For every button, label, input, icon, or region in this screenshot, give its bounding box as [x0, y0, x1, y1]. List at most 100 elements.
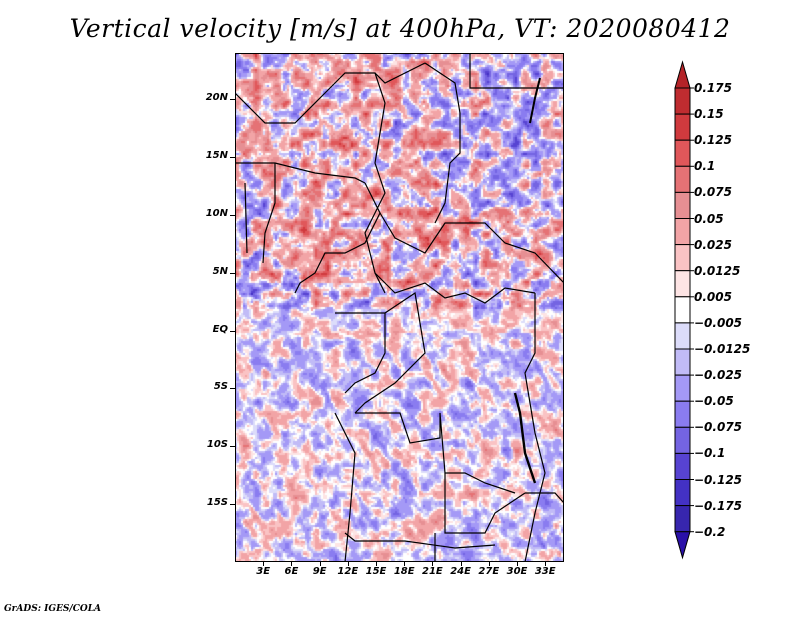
- lon-tick: [404, 562, 406, 566]
- lon-tick-label: 33E: [534, 566, 556, 577]
- colorbar-label: 0.175: [694, 81, 732, 95]
- lat-tick: [230, 330, 235, 332]
- colorbar-swatch: [674, 452, 691, 480]
- lon-tick-label: 6E: [284, 566, 299, 577]
- lon-tick: [432, 562, 434, 566]
- lon-tick: [376, 562, 377, 566]
- colorbar-swatch: [674, 479, 691, 507]
- grads-credit: GrADS: IGES/COLA: [4, 604, 102, 614]
- lon-tick: [517, 562, 518, 566]
- lat-tick: [230, 504, 235, 506]
- colorbar-top-arrow: [674, 60, 691, 89]
- lon-tick-label: 15E: [365, 566, 387, 577]
- border-togo: [244, 182, 248, 254]
- border-chad-sudan: [424, 62, 461, 224]
- lat-tick: [230, 272, 235, 274]
- border-angola-zambia: [444, 473, 526, 534]
- lon-tick: [488, 562, 490, 566]
- border-drc-angola: [355, 412, 516, 494]
- border-egypt-libya: [469, 53, 564, 89]
- colorbar-label: −0.0125: [694, 342, 751, 356]
- colorbar: [674, 60, 694, 560]
- lon-tick-label: 27E: [478, 566, 500, 577]
- lat-tick: [230, 446, 235, 448]
- lat-tick-label: 15N: [205, 150, 228, 162]
- lon-tick-label: 24E: [450, 566, 471, 577]
- colorbar-swatch: [674, 348, 691, 376]
- lon-tick-label: 18E: [393, 566, 415, 577]
- colorbar-swatch: [674, 244, 691, 272]
- vertical-velocity-field: [235, 53, 564, 562]
- border-zambia-mozambique: [525, 492, 564, 504]
- border-nigeria-niger: [235, 162, 366, 184]
- lon-tick-label: 12E: [337, 566, 359, 577]
- colorbar-label: 0.05: [694, 211, 724, 226]
- colorbar-label: −0.175: [694, 498, 743, 513]
- nile-feature: [529, 77, 541, 124]
- colorbar-swatch: [674, 374, 691, 402]
- colorbar-label: −0.125: [694, 472, 743, 487]
- chart-title: Vertical velocity [m/s] at 400hPa, VT: 2…: [69, 14, 731, 43]
- colorbar-label: 0.125: [694, 133, 732, 148]
- border-car-south: [374, 272, 536, 304]
- border-car: [379, 212, 564, 284]
- lon-tick: [347, 562, 349, 566]
- colorbar-bottom-arrow: [674, 531, 691, 560]
- colorbar-swatch: [674, 218, 691, 246]
- border-nigeria-cameroon: [294, 182, 381, 294]
- lat-tick: [230, 99, 235, 101]
- lon-tick-label: 21E: [422, 566, 443, 577]
- border-drc-west: [354, 291, 426, 414]
- lon-tick: [319, 562, 321, 566]
- lat-tick-label: 20N: [205, 92, 228, 104]
- colorbar-label: 0.075: [694, 185, 732, 200]
- colorbar-swatch: [674, 505, 691, 533]
- colorbar-label: −0.005: [694, 315, 743, 330]
- colorbar-label: 0.1: [694, 159, 716, 174]
- lat-tick-label: 15S: [206, 497, 228, 509]
- colorbar-swatch: [674, 87, 691, 115]
- border-algeria-niger: [235, 62, 426, 124]
- colorbar-label: 0.0125: [694, 263, 741, 278]
- lon-tick: [263, 562, 265, 566]
- lon-tick-label: 3E: [256, 566, 271, 577]
- border-congo: [335, 312, 386, 394]
- colorbar-label: 0.025: [694, 237, 732, 252]
- lon-tick: [291, 562, 293, 566]
- colorbar-swatch: [674, 296, 691, 324]
- colorbar-swatch: [674, 400, 691, 428]
- colorbar-label: −0.1: [694, 446, 726, 461]
- colorbar-label: −0.2: [694, 524, 726, 539]
- border-lake-tanganyika: [513, 392, 537, 484]
- colorbar-swatch: [674, 165, 691, 193]
- lat-tick-label: 5N: [212, 265, 228, 277]
- colorbar-label: −0.05: [694, 394, 734, 409]
- colorbar-swatch: [674, 270, 691, 298]
- lat-tick-label: EQ: [212, 323, 228, 335]
- lat-tick: [230, 214, 235, 216]
- border-benin-nigeria: [262, 163, 276, 264]
- lon-tick: [545, 562, 547, 566]
- lat-tick: [230, 157, 235, 159]
- lat-tick-label: 10N: [205, 207, 228, 219]
- colorbar-label: 0.15: [694, 107, 724, 122]
- border-angola-namibia: [344, 532, 496, 549]
- colorbar-label: −0.025: [694, 368, 743, 383]
- lon-tick-label: 9E: [312, 566, 327, 577]
- lat-tick-label: 10S: [206, 439, 228, 451]
- lat-tick-label: 5S: [213, 381, 228, 393]
- colorbar-label: −0.075: [694, 420, 743, 435]
- colorbar-swatch: [674, 139, 691, 167]
- lon-tick-label: 30E: [506, 566, 528, 577]
- colorbar-swatch: [674, 426, 691, 454]
- country-borders: [235, 53, 564, 562]
- border-east: [524, 293, 546, 562]
- lon-tick: [460, 562, 462, 566]
- colorbar-swatch: [674, 191, 691, 219]
- colorbar-swatch: [674, 113, 691, 141]
- colorbar-swatch: [674, 322, 691, 350]
- lat-tick: [230, 388, 235, 390]
- map-frame: [235, 53, 564, 562]
- colorbar-label: 0.005: [694, 289, 732, 304]
- border-angola-coast: [334, 412, 356, 562]
